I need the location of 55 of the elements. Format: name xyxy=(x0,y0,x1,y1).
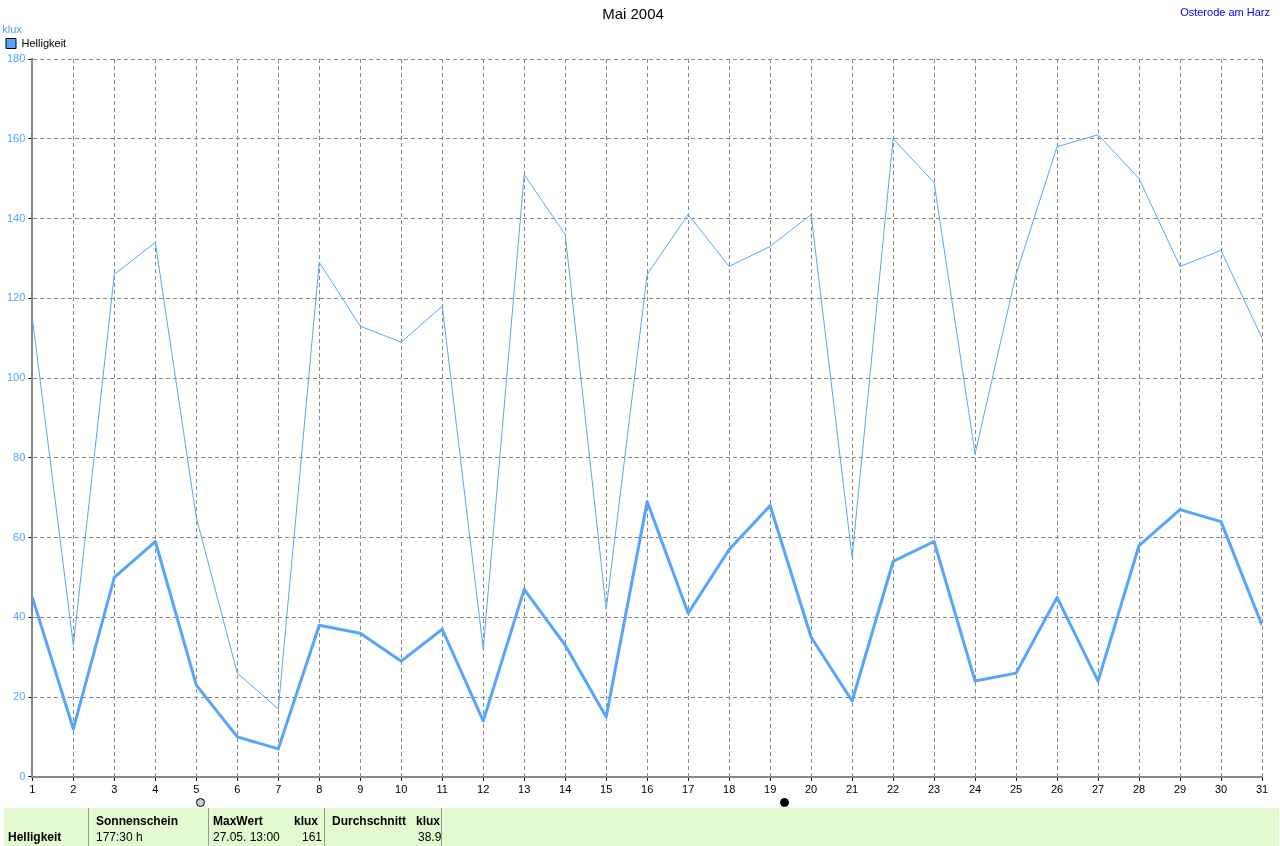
x-tick-label: 30 xyxy=(1214,783,1228,796)
x-tick-label: 20 xyxy=(805,783,818,796)
y-tick-label: 0 xyxy=(19,769,26,782)
text: 27.05. 13:00 xyxy=(213,830,280,844)
text: Osterode am Harz xyxy=(1180,6,1270,18)
text: klux xyxy=(294,814,319,828)
y-axis-title: klux xyxy=(2,22,23,35)
x-tick-label: 11 xyxy=(436,783,448,796)
x-tick-label: 4 xyxy=(152,783,159,796)
text: 38.9 xyxy=(418,830,442,844)
text: Durchschnitt xyxy=(332,814,407,828)
x-tick-label: 13 xyxy=(518,783,531,796)
text: MaxWert xyxy=(213,814,263,828)
x-tick-label: 28 xyxy=(1132,783,1146,796)
x-tick-label: 7 xyxy=(275,783,282,796)
y-tick-label: 140 xyxy=(6,211,26,224)
y-tick-label: 80 xyxy=(13,450,26,463)
x-tick-label: 25 xyxy=(1009,783,1023,796)
text: Helligkeit xyxy=(8,830,62,844)
text: 161 xyxy=(302,830,323,844)
chart-title: Mai 2004 xyxy=(602,5,664,23)
x-tick-label: 17 xyxy=(682,783,695,796)
x-tick-label: 12 xyxy=(477,783,490,796)
x-tick-label: 24 xyxy=(968,783,982,796)
y-tick-label: 20 xyxy=(13,690,26,703)
y-tick-label: 120 xyxy=(6,291,26,304)
x-tick-label: 14 xyxy=(559,783,572,796)
x-tick-label: 1 xyxy=(29,783,36,796)
x-tick-label: 31 xyxy=(1255,783,1269,796)
y-tick-label: 180 xyxy=(6,52,26,65)
x-tick-label: 26 xyxy=(1050,783,1064,796)
x-tick-label: 2 xyxy=(70,783,77,796)
x-tick-label: 27 xyxy=(1091,783,1105,796)
y-tick-label: 60 xyxy=(13,530,26,543)
x-tick-label: 9 xyxy=(357,783,364,796)
y-tick-label: 100 xyxy=(6,371,26,384)
x-tick-label: 6 xyxy=(234,783,241,796)
text: Sonnenschein xyxy=(96,814,179,828)
text: 177:30 h xyxy=(96,830,143,844)
x-tick-label: 16 xyxy=(641,783,654,796)
x-tick-label: 29 xyxy=(1173,783,1187,796)
x-tick-label: 18 xyxy=(723,783,736,796)
x-tick-label: 5 xyxy=(193,783,200,796)
legend-label: Helligkeit xyxy=(21,36,67,49)
x-tick-label: 19 xyxy=(764,783,777,796)
x-tick-label: 8 xyxy=(316,783,323,796)
x-tick-label: 23 xyxy=(927,783,941,796)
x-tick-label: 10 xyxy=(395,783,408,796)
x-tick-label: 3 xyxy=(111,783,118,796)
y-tick-label: 160 xyxy=(6,131,26,144)
x-tick-label: 15 xyxy=(600,783,613,796)
y-tick-label: 40 xyxy=(13,610,26,623)
x-tick-label: 21 xyxy=(845,783,859,796)
x-tick-label: 22 xyxy=(886,783,900,796)
text: klux xyxy=(416,814,441,828)
